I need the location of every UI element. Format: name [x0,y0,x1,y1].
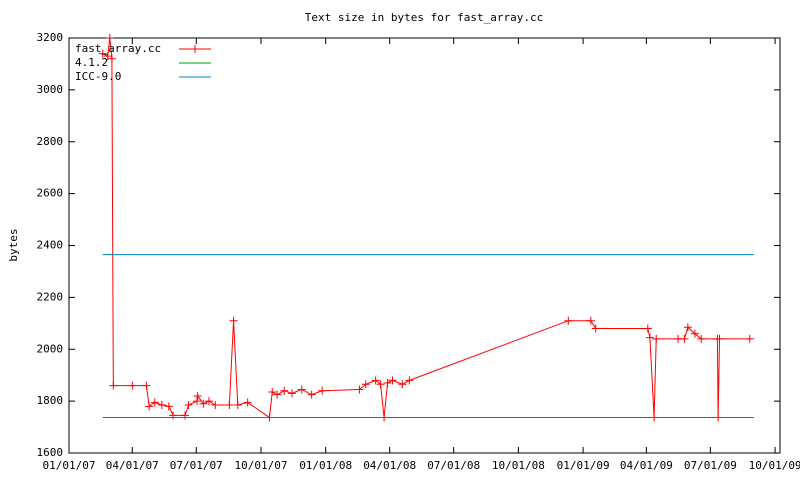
point-marker [225,401,234,410]
x-tick-label: 10/01/07 [234,459,287,472]
legend-label: 4.1.2 [75,56,108,69]
x-tick-label: 01/01/09 [557,459,610,472]
point-marker [355,385,364,394]
series-line [102,37,750,419]
point-marker [307,390,316,399]
point-marker [398,380,407,389]
x-tick-label: 01/01/08 [299,459,352,472]
point-marker [361,380,370,389]
x-tick-label: 10/01/09 [749,459,800,472]
point-marker [128,381,137,390]
legend-marker [191,45,199,53]
point-marker [643,324,652,333]
x-tick-label: 07/01/09 [684,459,737,472]
point-marker [192,397,201,406]
point-marker [98,49,107,58]
legend-label: fast_array.cc [75,42,161,55]
point-marker [211,401,220,410]
y-tick-label: 3000 [37,83,64,96]
y-tick-label: 2800 [37,135,64,148]
y-tick-label: 2200 [37,290,64,303]
point-marker [697,334,706,343]
point-marker [105,34,114,42]
y-tick-label: 1800 [37,394,64,407]
point-marker [388,376,397,385]
point-marker [169,411,178,420]
point-marker [287,389,296,398]
x-tick-label: 01/01/07 [43,459,96,472]
x-tick-label: 10/01/08 [492,459,545,472]
point-marker [229,316,238,325]
point-marker [107,54,116,63]
point-marker [297,385,306,394]
x-tick-label: 04/01/09 [620,459,673,472]
point-marker [150,398,159,407]
point-marker [683,323,692,332]
point-marker [318,386,327,395]
point-marker [376,380,385,389]
point-marker [405,376,414,385]
y-tick-label: 2000 [37,342,64,355]
point-marker [181,411,190,420]
y-tick-label: 2600 [37,187,64,200]
chart-title: Text size in bytes for fast_array.cc [305,11,543,24]
x-tick-label: 07/01/07 [170,459,223,472]
point-marker [204,397,213,406]
legend-label: ICC-9.0 [75,70,121,83]
point-marker [103,52,112,61]
point-marker [199,399,208,408]
point-marker [142,381,151,390]
point-marker [690,329,699,338]
point-marker [157,401,166,410]
point-marker [680,334,689,343]
point-marker [383,378,392,387]
y-tick-label: 2400 [37,239,64,252]
point-marker [586,316,595,325]
point-marker [280,386,289,395]
x-tick-label: 07/01/08 [427,459,480,472]
point-marker [145,402,154,411]
point-marker [371,376,380,385]
point-marker [645,333,654,342]
plot-frame [68,37,781,454]
x-tick-label: 04/01/07 [106,459,159,472]
point-marker [233,401,242,410]
point-marker [268,388,277,397]
point-marker [184,401,193,410]
point-marker [564,316,573,325]
y-tick-label: 1600 [37,446,64,459]
point-marker [745,334,754,343]
point-marker [715,334,724,343]
point-marker [652,334,661,343]
point-marker [193,391,202,400]
y-tick-label: 3200 [37,31,64,44]
point-marker [243,398,252,407]
point-marker [164,402,173,411]
x-tick-label: 04/01/08 [363,459,416,472]
y-axis-label: bytes [7,228,20,261]
point-marker [273,390,282,399]
point-marker [109,381,118,390]
point-marker [591,324,600,333]
